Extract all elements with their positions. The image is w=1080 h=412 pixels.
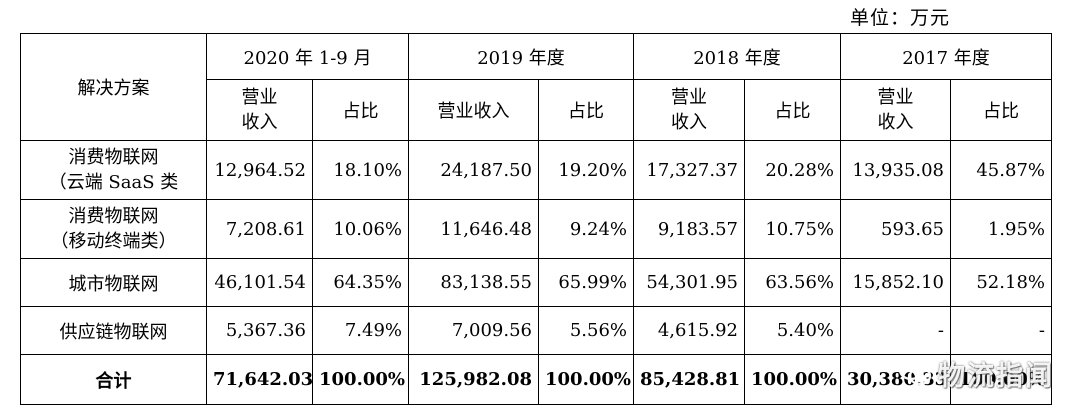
revenue-cell: 9,183.57 — [633, 199, 745, 259]
revenue-cell: 4,615.92 — [633, 306, 745, 355]
revenue-cell: 7,208.61 — [206, 199, 313, 259]
share-cell: 18.10% — [312, 140, 409, 200]
share-cell: 20.28% — [744, 140, 841, 200]
share-cell: 52.18% — [950, 258, 1052, 307]
revenue-by-solution-table: 解决方案 2020 年 1-9 月 2019 年度 2018 年度 2017 年… — [20, 33, 1052, 405]
revenue-cell: 15,852.10 — [840, 258, 951, 307]
share-cell: 9.24% — [538, 199, 634, 259]
revenue-cell: 83,138.55 — [408, 258, 539, 307]
share-header-2019: 占比 — [538, 79, 634, 141]
share-header-2020: 占比 — [312, 79, 409, 141]
header-row-periods: 解决方案 2020 年 1-9 月 2019 年度 2018 年度 2017 年… — [20, 33, 1052, 141]
unit-note: 单位：万元 — [850, 7, 951, 29]
table-row: 消费物联网 （云端 SaaS 类 12,964.52 18.10% 24,187… — [20, 140, 1052, 200]
revenue-header-2019: 营业收入 — [408, 79, 539, 141]
revenue-header-line: 收入 — [877, 112, 914, 133]
share-cell: 64.35% — [312, 258, 409, 307]
table-row: 供应链物联网 5,367.36 7.49% 7,009.56 5.56% 4,6… — [20, 306, 1052, 355]
revenue-header-line: 收入 — [671, 112, 707, 133]
row-label-city-iot: 城市物联网 — [20, 258, 207, 307]
revenue-header-line: 营业 — [877, 87, 914, 108]
total-share-cell: 100.00% — [538, 354, 634, 405]
revenue-header-2018: 营业 收入 — [633, 79, 745, 141]
total-revenue-cell: 71,642.03 — [206, 354, 313, 405]
revenue-cell: 5,367.36 — [206, 306, 313, 355]
share-header-2017: 占比 — [950, 79, 1052, 141]
revenue-cell: - — [840, 306, 951, 355]
revenue-header-line: 营业 — [671, 87, 707, 108]
row-label-line: 消费物联网 — [68, 206, 159, 227]
period-header-2019: 2019 年度 — [408, 33, 634, 80]
share-cell: 63.56% — [744, 258, 841, 307]
period-header-2018: 2018 年度 — [633, 33, 841, 80]
share-cell: 19.20% — [538, 140, 634, 200]
row-label-consumer-iot-cloud-saas: 消费物联网 （云端 SaaS 类 — [20, 140, 207, 200]
revenue-cell: 593.65 — [840, 199, 951, 259]
total-revenue-cell: 30,380.33 — [840, 354, 951, 405]
total-share-cell: 100.00% — [312, 354, 409, 405]
revenue-cell: 12,964.52 — [206, 140, 313, 200]
share-cell: 7.49% — [312, 306, 409, 355]
revenue-header-2020: 营业 收入 — [206, 79, 313, 141]
share-cell: 5.56% — [538, 306, 634, 355]
share-cell: 45.87% — [950, 140, 1052, 200]
total-row: 合计 71,642.03 100.00% 125,982.08 100.00% … — [20, 354, 1052, 405]
share-cell: 5.40% — [744, 306, 841, 355]
revenue-cell: 46,101.54 — [206, 258, 313, 307]
row-label-line: （移动终端类） — [50, 231, 177, 252]
row-label-consumer-iot-mobile-terminal: 消费物联网 （移动终端类） — [20, 199, 207, 259]
share-cell: - — [950, 306, 1052, 355]
solution-header: 解决方案 — [20, 33, 207, 141]
period-header-2020-q1-q3: 2020 年 1-9 月 — [206, 33, 409, 80]
total-revenue-cell: 125,982.08 — [408, 354, 539, 405]
header-row-metrics: 营业 收入 占比 营业收入 占比 营业 收入 占比 营业 收入 占比 — [21, 79, 1052, 141]
revenue-cell: 24,187.50 — [408, 140, 539, 200]
row-label-line: （云端 SaaS 类 — [48, 172, 179, 193]
total-label: 合计 — [20, 354, 207, 405]
table-row: 城市物联网 46,101.54 64.35% 83,138.55 65.99% … — [20, 258, 1052, 307]
row-label-line: 消费物联网 — [68, 147, 159, 168]
revenue-cell: 7,009.56 — [408, 306, 539, 355]
share-cell: 1.95% — [950, 199, 1052, 259]
period-header-2017: 2017 年度 — [840, 33, 1052, 80]
revenue-header-line: 营业 — [241, 87, 278, 108]
revenue-header-2017: 营业 收入 — [840, 79, 951, 141]
share-cell: 10.06% — [312, 199, 409, 259]
share-cell: 10.75% — [744, 199, 841, 259]
total-share-cell: 100.00% — [744, 354, 841, 405]
total-share-cell: 100.00% — [950, 354, 1052, 405]
revenue-cell: 17,327.37 — [633, 140, 745, 200]
revenue-cell: 13,935.08 — [840, 140, 951, 200]
revenue-cell: 11,646.48 — [408, 199, 539, 259]
share-header-2018: 占比 — [744, 79, 841, 141]
revenue-cell: 54,301.95 — [633, 258, 745, 307]
share-cell: 65.99% — [538, 258, 634, 307]
row-label-supply-chain-iot: 供应链物联网 — [20, 306, 207, 355]
total-revenue-cell: 85,428.81 — [633, 354, 745, 405]
revenue-header-line: 收入 — [241, 112, 278, 133]
table-row: 消费物联网 （移动终端类） 7,208.61 10.06% 11,646.48 … — [20, 199, 1052, 259]
